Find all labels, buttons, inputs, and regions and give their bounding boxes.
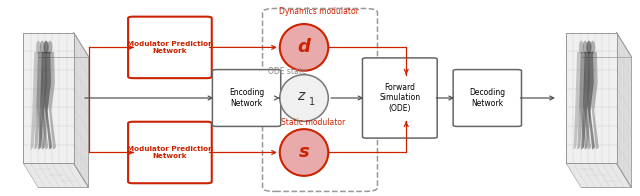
Polygon shape: [573, 52, 588, 150]
Polygon shape: [24, 163, 88, 187]
Ellipse shape: [40, 41, 45, 54]
Ellipse shape: [36, 41, 41, 54]
Ellipse shape: [586, 41, 591, 54]
Polygon shape: [616, 33, 631, 187]
FancyBboxPatch shape: [362, 58, 437, 138]
Text: Modulator Prediction
Network: Modulator Prediction Network: [127, 41, 213, 54]
Polygon shape: [31, 52, 45, 150]
Ellipse shape: [280, 75, 328, 121]
Ellipse shape: [590, 41, 595, 54]
FancyBboxPatch shape: [453, 70, 522, 126]
Ellipse shape: [280, 129, 328, 176]
Text: s: s: [299, 143, 309, 162]
Polygon shape: [566, 33, 616, 163]
Text: ODE state: ODE state: [268, 67, 307, 76]
Text: Forward
Simulation
(ODE): Forward Simulation (ODE): [380, 83, 420, 113]
Ellipse shape: [280, 24, 328, 71]
FancyBboxPatch shape: [262, 8, 378, 191]
Polygon shape: [42, 52, 56, 150]
Polygon shape: [74, 33, 88, 187]
FancyBboxPatch shape: [128, 122, 212, 183]
Text: 1: 1: [309, 97, 316, 107]
Text: Encoding
Network: Encoding Network: [229, 88, 264, 108]
Text: Modulator Prediction
Network: Modulator Prediction Network: [127, 146, 213, 159]
Polygon shape: [24, 33, 74, 163]
FancyBboxPatch shape: [128, 17, 212, 78]
Polygon shape: [585, 52, 599, 150]
Text: Decoding
Network: Decoding Network: [469, 88, 506, 108]
Ellipse shape: [44, 41, 49, 54]
Polygon shape: [566, 163, 631, 187]
Ellipse shape: [582, 41, 588, 54]
Polygon shape: [581, 52, 595, 150]
Text: z: z: [297, 89, 305, 103]
Text: d: d: [298, 38, 310, 56]
Polygon shape: [577, 52, 591, 150]
FancyBboxPatch shape: [212, 70, 281, 126]
Polygon shape: [38, 52, 52, 150]
Ellipse shape: [47, 41, 52, 54]
Text: Static modulator: Static modulator: [281, 118, 345, 127]
Ellipse shape: [579, 41, 584, 54]
Polygon shape: [35, 52, 49, 150]
Text: Dynamics modulator: Dynamics modulator: [280, 7, 359, 16]
